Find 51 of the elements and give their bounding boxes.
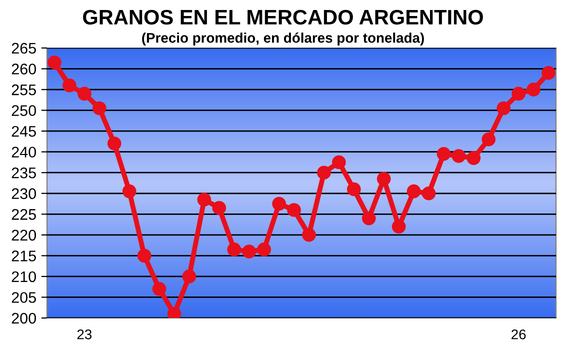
point: [257, 242, 271, 256]
y-tick-label: 240: [12, 146, 36, 158]
point: [152, 282, 166, 296]
point: [287, 203, 301, 217]
point: [422, 186, 436, 200]
point: [452, 149, 466, 163]
y-tick-label: 210: [12, 271, 36, 282]
y-tick-label: 200: [12, 312, 36, 324]
y-tick-label: 265: [12, 42, 36, 54]
point: [78, 86, 92, 101]
y-tick-label: 215: [12, 250, 36, 262]
y-tick-label: 235: [12, 167, 36, 178]
point: [436, 147, 451, 161]
point: [496, 101, 511, 116]
point: [362, 211, 376, 226]
x-tick-label: 23: [77, 329, 92, 340]
y-tick-label: 260: [12, 64, 36, 74]
point: [406, 184, 421, 198]
y-tick-label: 250: [12, 105, 36, 116]
point: [392, 220, 406, 234]
y-tick-label: 255: [12, 84, 36, 96]
point: [122, 184, 136, 198]
point: [526, 82, 540, 96]
point: [302, 228, 316, 242]
point: [317, 166, 331, 180]
point: [542, 66, 556, 80]
point: [242, 244, 256, 258]
point: [197, 192, 212, 207]
x-tick-label: 26: [512, 329, 526, 340]
chart-subtitle: (Precio promedio, en dólares por tonelada): [142, 32, 424, 46]
point: [332, 155, 346, 170]
y-tick-label: 245: [12, 126, 36, 137]
point: [272, 196, 286, 211]
point: [182, 270, 196, 284]
point: [346, 182, 361, 196]
y-tick-label: 230: [12, 188, 36, 200]
point: [466, 151, 481, 165]
point: [62, 78, 76, 92]
point: [376, 172, 391, 186]
y-tick-label: 220: [12, 230, 36, 241]
point: [212, 201, 226, 215]
y-tick-label: 225: [12, 209, 36, 220]
point: [227, 242, 242, 256]
point: [107, 136, 122, 150]
point: [137, 248, 152, 263]
point: [48, 56, 62, 70]
y-tick-label: 205: [12, 292, 36, 303]
point: [482, 132, 496, 146]
point: [92, 101, 106, 116]
chart-title: GRANOS EN EL MERCADO ARGENTINO: [83, 10, 483, 25]
point: [512, 86, 526, 101]
